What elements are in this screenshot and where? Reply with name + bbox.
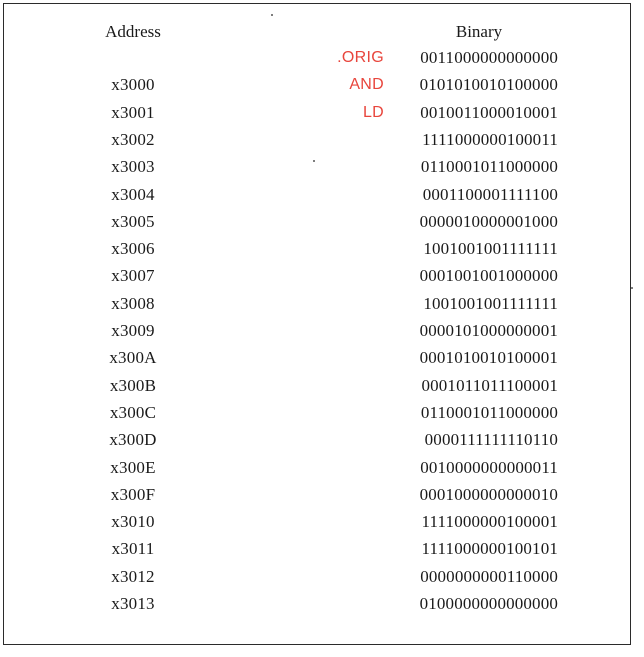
table-row: x3007 0001001001000000 — [4, 262, 630, 289]
address-cell: x300A — [109, 348, 157, 368]
address-cell: x3007 — [111, 266, 155, 286]
address-cell: x3004 — [111, 184, 155, 204]
binary-cell: 1001001001111111 — [423, 239, 558, 259]
binary-column-header: Binary — [455, 22, 503, 41]
address-cell: x300B — [109, 375, 157, 395]
binary-cell: 0000010000001000 — [419, 211, 558, 231]
table-row: x3010 1111000000100001 — [4, 508, 630, 535]
binary-cell: 0000111111110110 — [424, 430, 558, 450]
table-row: x300D 0000111111110110 — [4, 426, 630, 453]
table-row: x3008 1001001001111111 — [4, 290, 630, 317]
binary-cell: 0001010010100001 — [419, 348, 558, 368]
address-cell: x3011 — [111, 539, 155, 559]
address-cell: x3006 — [111, 239, 155, 259]
table-row: x3009 0000101000000001 — [4, 317, 630, 344]
table-row: x3000 AND 0101010010100000 — [4, 71, 630, 98]
binary-cell: 1111000000100011 — [422, 129, 558, 149]
binary-cell: 0101010010100000 — [419, 75, 558, 95]
scan-speck — [313, 160, 315, 162]
address-cell: x3009 — [111, 321, 155, 340]
opcode-annotation: LD — [362, 103, 384, 121]
address-cell: x3010 — [111, 512, 155, 532]
table-row: x300B 0001011011100001 — [4, 372, 630, 399]
opcode-annotation: AND — [349, 76, 384, 94]
machine-code-table: Address Binary .ORIG 0011000000000000 x300… — [3, 3, 631, 645]
address-cell: x3005 — [111, 211, 155, 231]
table-header: Address Binary — [4, 18, 630, 45]
binary-cell: 0011000000000000 — [420, 48, 558, 67]
table-row: x300E 0010000000000011 — [4, 454, 630, 481]
scan-speck — [271, 14, 273, 16]
binary-cell: 0100000000000000 — [419, 594, 558, 613]
binary-cell: 0001001001000000 — [419, 266, 558, 286]
binary-cell: 0010000000000011 — [420, 457, 558, 477]
address-cell: x3000 — [111, 75, 155, 95]
address-cell: x3003 — [111, 157, 155, 177]
address-column-header: Address — [105, 22, 161, 41]
table-row: x3013 0100000000000000 — [4, 590, 630, 617]
table-row: x300F 0001000000000010 — [4, 481, 630, 508]
table-row: x300A 0001010010100001 — [4, 344, 630, 371]
address-cell: x300F — [110, 484, 156, 504]
address-cell: x300D — [109, 430, 157, 450]
address-cell: x3013 — [111, 594, 155, 613]
binary-cell: 0001100001111100 — [422, 184, 558, 204]
binary-cell: 0110001011000000 — [420, 157, 558, 177]
address-cell: x3001 — [111, 102, 155, 122]
address-cell: x3008 — [111, 293, 155, 313]
scan-speck — [631, 287, 633, 289]
address-cell: x3002 — [111, 129, 155, 149]
binary-cell: 1111000000100001 — [421, 512, 558, 532]
binary-cell: 0000101000000001 — [419, 321, 558, 340]
table-row: x3006 1001001001111111 — [4, 235, 630, 262]
binary-cell: 0110001011000000 — [420, 402, 558, 422]
address-cell: x300C — [109, 402, 157, 422]
table-row: x3002 1111000000100011 — [4, 126, 630, 153]
binary-cell: 1001001001111111 — [423, 293, 558, 313]
binary-cell: 0001000000000010 — [419, 484, 558, 504]
table-row: x3011 1111000000100101 — [4, 535, 630, 562]
address-cell: x300E — [110, 457, 156, 477]
table-row: x3004 0001100001111100 — [4, 181, 630, 208]
table-row: x3012 0000000000110000 — [4, 563, 630, 590]
table-row: x3005 0000010000001000 — [4, 208, 630, 235]
binary-cell: 0000000000110000 — [420, 566, 558, 586]
table-row: x3003 0110001011000000 — [4, 153, 630, 180]
table-row: x3001 LD 0010011000010001 — [4, 99, 630, 126]
address-cell: x3012 — [111, 566, 155, 586]
table-row: x300C 0110001011000000 — [4, 399, 630, 426]
table-row: .ORIG 0011000000000000 — [4, 44, 630, 71]
binary-cell: 1111000000100101 — [421, 539, 558, 559]
binary-cell: 0010011000010001 — [420, 102, 558, 122]
opcode-annotation: .ORIG — [337, 49, 384, 66]
binary-cell: 0001011011100001 — [421, 375, 558, 395]
